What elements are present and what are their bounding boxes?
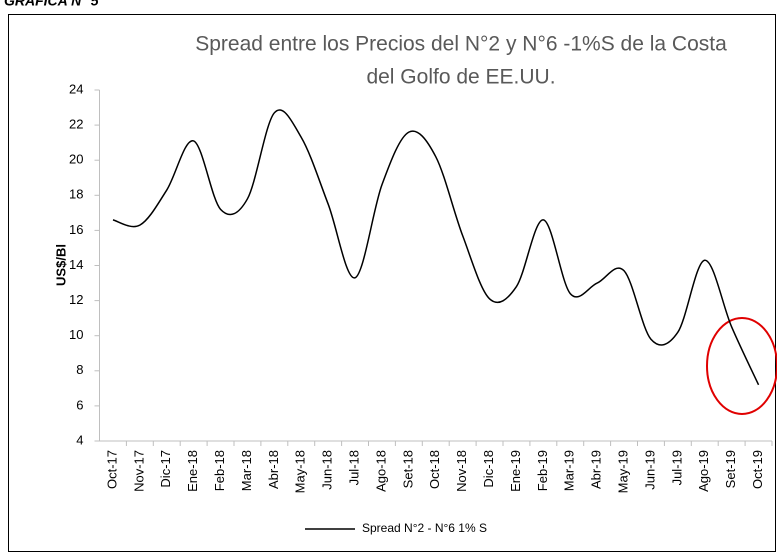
- x-tick-label: May-19: [615, 450, 630, 493]
- x-tick-label: Nov-17: [131, 450, 146, 492]
- y-tick-label: 4: [76, 432, 83, 447]
- y-tick-label: 18: [69, 187, 83, 202]
- x-tick-label: Mar-19: [562, 450, 577, 491]
- x-tick-label: Feb-18: [212, 450, 227, 491]
- x-tick-label: Ene-18: [185, 450, 200, 492]
- chart-frame: [8, 14, 776, 552]
- x-tick-label: Oct-19: [750, 450, 765, 489]
- y-tick-label: 22: [69, 117, 83, 132]
- x-tick-label: Jul-18: [346, 450, 361, 485]
- y-tick-label: 16: [69, 222, 83, 237]
- x-tick-label: Abr-19: [589, 450, 604, 489]
- y-axis-label: US$/Bl: [53, 244, 68, 286]
- x-tick-label: Set-19: [723, 450, 738, 488]
- y-tick-label: 14: [69, 257, 83, 272]
- x-tick-label: Mar-18: [239, 450, 254, 491]
- x-tick-label: Jun-18: [320, 450, 335, 490]
- x-tick-label: Abr-18: [266, 450, 281, 489]
- x-tick-label: Jul-19: [669, 450, 684, 485]
- x-tick-label: Dic-18: [481, 450, 496, 488]
- x-tick-label: Set-18: [400, 450, 415, 488]
- figure-label: GRÁFICA N° 5: [4, 0, 99, 9]
- y-tick-label: 6: [76, 397, 83, 412]
- x-tick-label: Ago-18: [373, 450, 388, 492]
- y-tick-label: 12: [69, 292, 83, 307]
- highlight-ellipse: [706, 317, 777, 415]
- y-tick-label: 10: [69, 327, 83, 342]
- series-line: [112, 109, 760, 386]
- x-tick-label: Ago-19: [696, 450, 711, 492]
- chart-title: Spread entre los Precios del N°2 y N°6 -…: [195, 33, 727, 56]
- y-tick-label: 20: [69, 152, 83, 167]
- x-tick-label: Oct-18: [427, 450, 442, 489]
- x-tick-label: Feb-19: [535, 450, 550, 491]
- chart-title: del Golfo de EE.UU.: [366, 66, 555, 89]
- x-tick-label: May-18: [293, 450, 308, 493]
- x-tick-label: Nov-18: [454, 450, 469, 492]
- x-tick-label: Jun-19: [642, 450, 657, 490]
- y-tick-label: 8: [76, 362, 83, 377]
- y-tick-label: 24: [69, 81, 83, 96]
- x-tick-label: Dic-17: [158, 450, 173, 488]
- legend-label: Spread N°2 - N°6 1% S: [362, 521, 487, 535]
- x-tick-label: Oct-17: [104, 450, 119, 489]
- x-tick-label: Ene-19: [508, 450, 523, 492]
